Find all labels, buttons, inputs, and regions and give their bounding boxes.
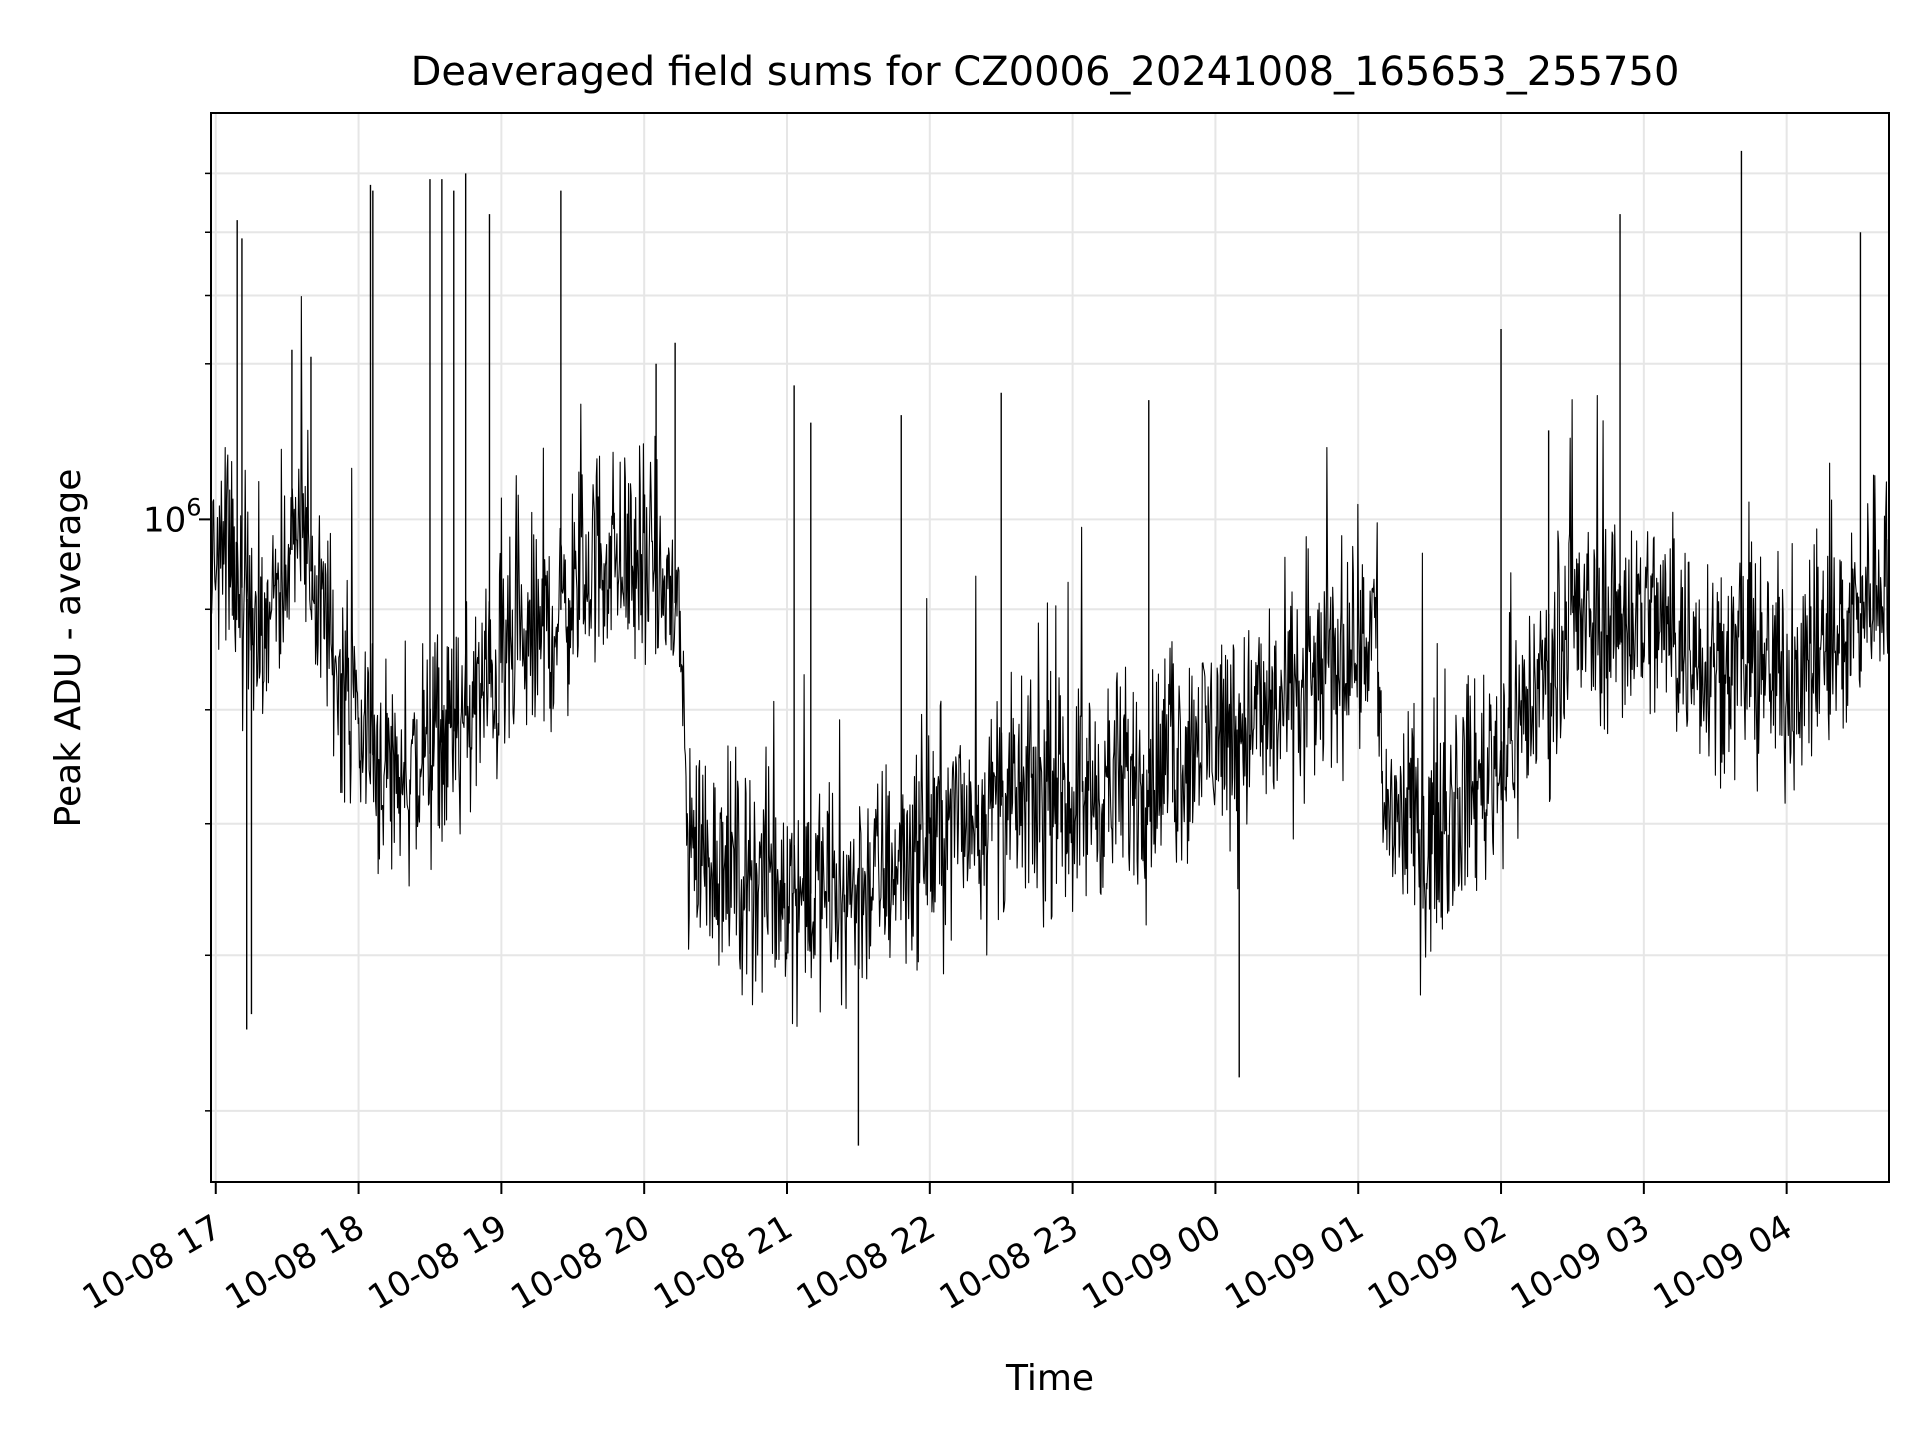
x-tick-label: 10-08 23 [933, 1207, 1085, 1318]
x-tick-label: 10-08 18 [219, 1207, 371, 1318]
x-tick-label: 10-09 03 [1504, 1207, 1656, 1318]
y-axis-label: Peak ADU - average [48, 469, 89, 828]
x-tick-label: 10-08 22 [790, 1207, 942, 1318]
x-tick-label: 10-08 20 [504, 1207, 656, 1318]
x-tick-label: 10-08 21 [647, 1207, 799, 1318]
data-series-line [210, 296, 1890, 1027]
grid-lines [211, 113, 1889, 1182]
x-tick-label: 10-08 19 [361, 1207, 513, 1318]
y-tick-exponent: 6 [186, 493, 201, 521]
x-tick-label: 10-09 04 [1647, 1207, 1799, 1318]
y-axis-ticks: 106 [143, 172, 211, 1112]
x-tick-label: 10-09 01 [1218, 1207, 1370, 1318]
x-tick-label: 10-09 02 [1361, 1207, 1513, 1318]
x-tick-label: 10-09 00 [1076, 1207, 1228, 1318]
plot-area-frame [210, 112, 1890, 1183]
chart-title: Deaveraged field sums for CZ0006_2024100… [411, 49, 1680, 95]
y-tick-label: 106 [143, 493, 202, 540]
data-layer [210, 150, 1890, 1146]
x-tick-label: 10-08 17 [76, 1207, 228, 1318]
x-axis-label: Time [1005, 1358, 1094, 1399]
